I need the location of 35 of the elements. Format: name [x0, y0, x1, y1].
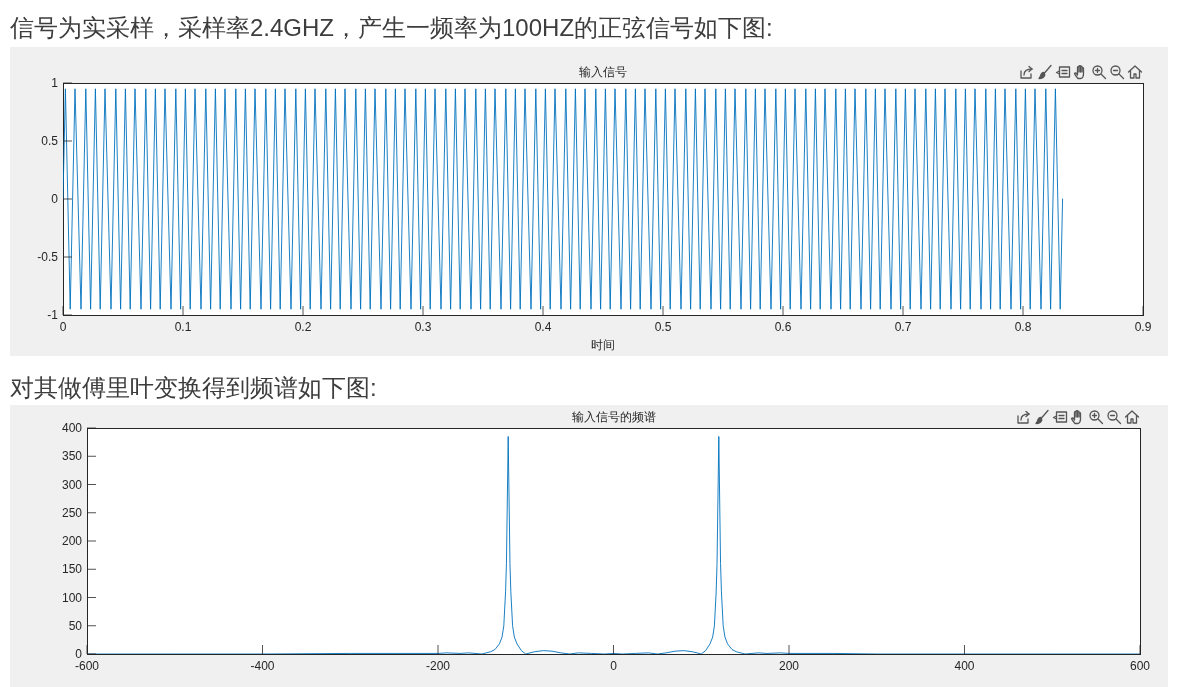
y-tick-label: 400: [61, 421, 83, 435]
x-tick-label: 0.8: [1014, 320, 1032, 334]
x-tick-label: 0.5: [654, 320, 672, 334]
y-tick-label: 100: [61, 590, 83, 605]
y-tick-label: -1: [47, 308, 59, 322]
x-axis-title: 时间: [590, 337, 616, 353]
x-tick-label: 0.6: [774, 320, 792, 334]
x-tick-label: 0.3: [414, 320, 432, 334]
x-tick-label: 0.9: [1134, 320, 1152, 334]
text: 信号为实采样，采样率2.4GHZ，产生一频率为100HZ的正弦信号如下图:: [10, 13, 773, 43]
x-tick-label: 0: [610, 659, 618, 673]
x-tick-label: 0.1: [174, 320, 192, 334]
x-tick-label: 0.2: [294, 320, 312, 334]
y-tick-label: 350: [61, 449, 83, 464]
x-tick-label: 0.4: [534, 320, 552, 334]
y-tick-label: 200: [61, 534, 83, 548]
x-tick-label: 600: [1129, 659, 1151, 673]
chart-title: 输入信号: [578, 64, 628, 80]
x-tick-label: -400: [250, 659, 275, 673]
x-tick-label: -600: [74, 659, 100, 673]
x-tick-label: -200: [425, 659, 451, 673]
text: 对其做傅里叶变换得到频谱如下图:: [10, 373, 377, 403]
y-tick-label: 50: [68, 618, 83, 633]
y-tick-label: 150: [61, 562, 83, 577]
x-tick-label: 400: [954, 659, 975, 673]
y-tick-label: -0.5: [37, 250, 59, 264]
y-tick-label: 1: [51, 76, 59, 90]
y-tick-label: 0: [75, 647, 83, 661]
y-tick-label: 0: [51, 192, 59, 206]
x-tick-label: 200: [778, 659, 800, 673]
y-tick-label: 300: [61, 477, 83, 492]
y-tick-label: 0.5: [41, 134, 59, 148]
y-tick-label: 250: [61, 505, 83, 520]
x-tick-label: 0.7: [894, 320, 912, 334]
chart-title: 输入信号的频谱: [570, 409, 657, 425]
